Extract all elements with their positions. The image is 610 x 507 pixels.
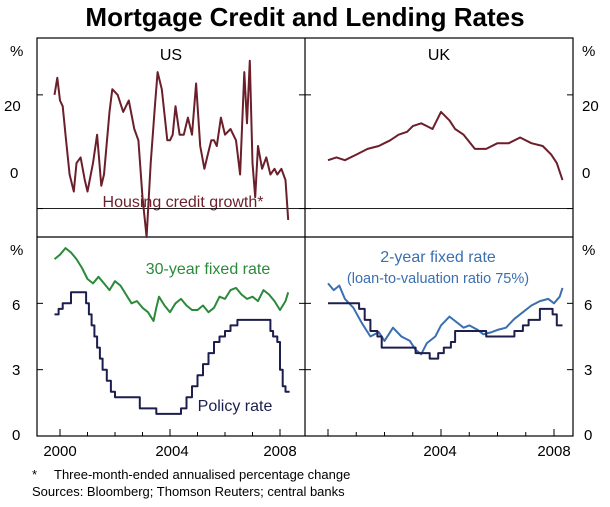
y-tick-bottom-left-3: 3 (12, 362, 20, 379)
bottom-right-unit: % (582, 242, 595, 259)
x-tick-uk-2004: 2004 (423, 443, 456, 460)
policy-rate-label: Policy rate (198, 398, 273, 415)
top-left-unit: % (10, 43, 23, 60)
x-tick-uk-2008: 2008 (537, 443, 570, 460)
y-tick-top-right-20: 20 (582, 98, 599, 115)
y-tick-bottom-left-6: 6 (12, 297, 20, 314)
y-tick-top-right-0: 0 (582, 165, 590, 182)
panel-title-uk: UK (428, 47, 451, 64)
y-tick-bottom-right-3: 3 (584, 362, 592, 379)
series-line-30-year-fixed-rate (53, 247, 290, 322)
footnotes: * Three-month-ended annualised percentage… (32, 466, 350, 500)
x-tick-us-2000: 2000 (43, 443, 76, 460)
series-line-uk-housing-credit-growth (327, 110, 564, 181)
series-line-policy-rate (54, 291, 290, 415)
y-tick-bottom-left-0: 0 (12, 427, 20, 444)
bottom-left-unit: % (10, 242, 23, 259)
top-right-unit: % (582, 43, 595, 60)
chart-title: Mortgage Credit and Lending Rates (85, 2, 525, 32)
y-tick-top-left-20: 20 (4, 98, 21, 115)
x-tick-us-2008: 2008 (263, 443, 296, 460)
sources-note: Sources: Bloomberg; Thomson Reuters; cen… (32, 484, 345, 499)
series-line-housing-credit-growth (53, 59, 290, 238)
panel-title-us: US (160, 47, 182, 64)
fixed30-label: 30-year fixed rate (146, 261, 271, 278)
series-line-uk-policy-rate (328, 302, 563, 360)
series-line-2-year-fixed-rate-loan-to-valuation-ratio-75 (327, 282, 564, 356)
uk-fixed-label-line1: 2-year fixed rate (380, 249, 496, 266)
y-tick-top-left-0: 0 (10, 165, 18, 182)
footnote: * Three-month-ended annualised percentage… (32, 467, 351, 482)
x-tick-us-2004: 2004 (155, 443, 188, 460)
y-tick-bottom-right-6: 6 (584, 297, 592, 314)
uk-fixed-label-line2: (loan-to-valuation ratio 75%) (347, 271, 529, 287)
y-tick-bottom-right-0: 0 (584, 427, 592, 444)
